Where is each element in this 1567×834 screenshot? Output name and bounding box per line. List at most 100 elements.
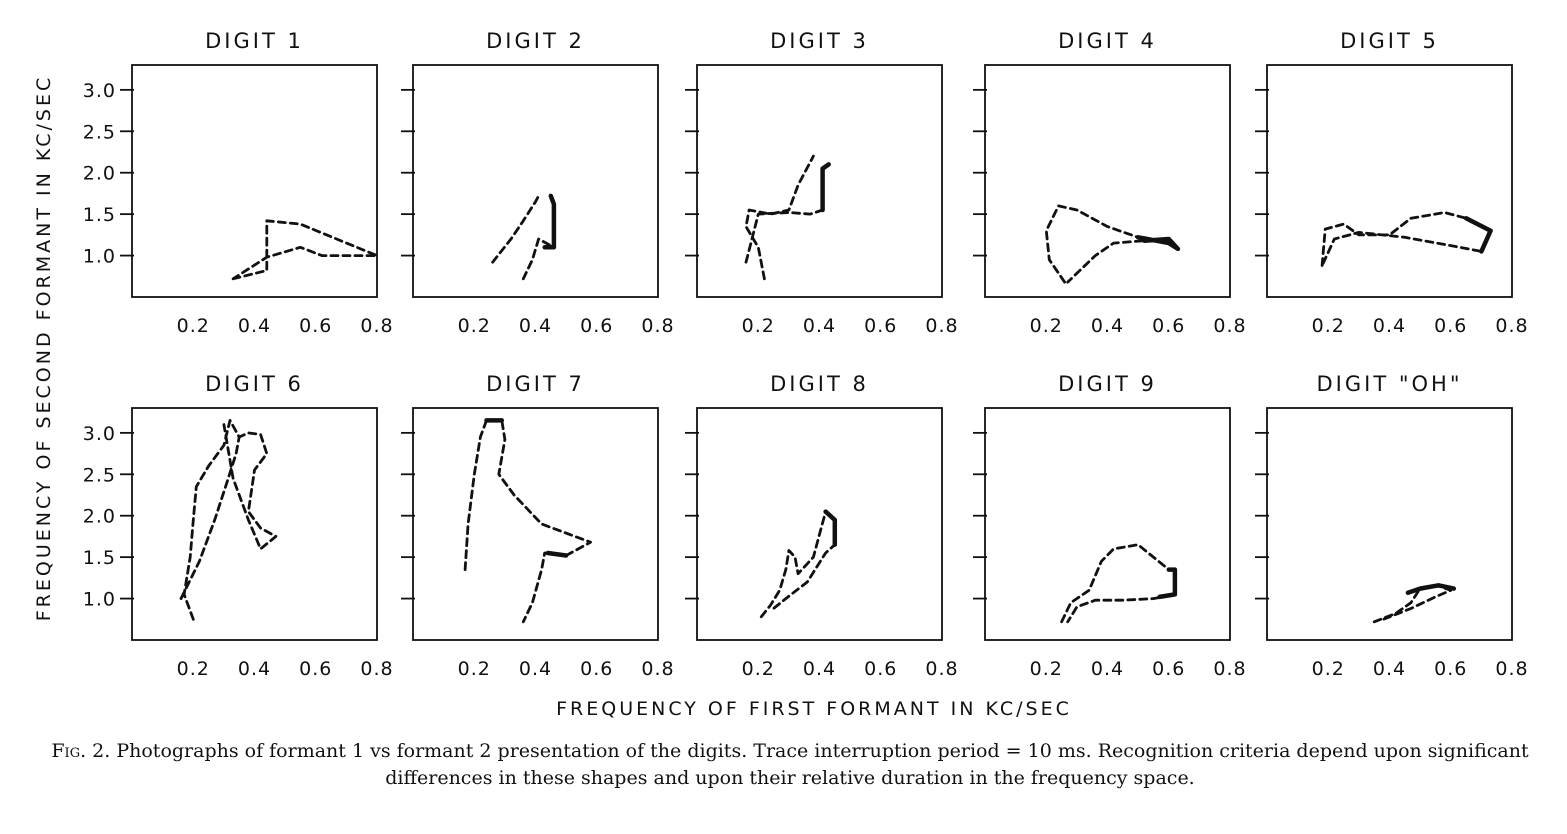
x-tick-label: 0.8 [641,658,674,680]
panel-frame [984,407,1231,641]
x-tick-label: 0.6 [580,315,613,337]
x-tick-label: 0.2 [177,658,210,680]
x-tick-label: 0.6 [1152,315,1185,337]
x-tick-label: 0.8 [1495,315,1528,337]
formant-trace-dense [1135,235,1181,252]
y-tick-label: 1.5 [83,547,116,569]
formant-trace [744,154,815,281]
panel-frame [131,407,378,641]
digit-panel: DIGIT 5 0.2 0.4 0.6 0.8 [1255,29,1528,337]
formant-trace-dense [1463,216,1493,254]
panel-frame [696,64,943,298]
y-tick-label: 1.5 [83,204,116,226]
x-tick-label: 0.6 [864,658,897,680]
formant-trace-dense [820,162,831,213]
y-tick-label: 2.5 [83,121,116,143]
digit-panel: DIGIT 9 0.2 0.4 0.6 0.8 [973,372,1246,680]
panel-title: DIGIT 4 [1058,29,1157,53]
y-tick-label: 2.5 [83,464,116,486]
panel-frame [131,64,378,298]
digit-panel: DIGIT 6 1.0 1.5 2.0 2.5 3.0 0.2 0.4 0.6 0.8 [83,372,393,680]
formant-trace [182,418,278,621]
formant-trace [231,219,379,281]
x-tick-label: 0.8 [641,315,674,337]
panel-frame [984,64,1231,298]
digit-panel: DIGIT 4 0.2 0.4 0.6 0.8 [973,29,1246,337]
x-tick-label: 0.4 [238,315,271,337]
formant-trace [491,194,540,264]
panel-frame [696,407,943,641]
panel-grid: DIGIT 11.01.52.02.53.00.2 0.4 0.6 0.8DIGIT … [83,29,1528,680]
y-tick-label: 3.0 [83,80,116,102]
y-tick-label: 3.0 [83,423,116,445]
formant-trace [1044,204,1180,284]
panel-frame [412,64,659,298]
x-tick-label: 0.6 [1434,315,1467,337]
x-tick-label: 0.8 [925,315,958,337]
x-tick-label: 0.4 [1373,315,1406,337]
x-tick-label: 0.4 [519,315,552,337]
x-tick-label: 0.2 [1030,658,1063,680]
formant-trace [1320,211,1492,267]
digit-panel: DIGIT 2 0.2 0.4 0.6 0.8 [401,29,674,337]
panel-title: DIGIT 8 [770,372,869,396]
panel-title: DIGIT 7 [486,372,585,396]
panel-title: DIGIT 3 [770,29,869,53]
panel-frame [1266,407,1513,641]
digit-panel: DIGIT "OH" 0.2 0.4 0.6 0.8 [1255,372,1528,680]
x-tick-label: 0.8 [360,658,393,680]
panel-title: DIGIT 5 [1340,29,1439,53]
x-tick-label: 0.8 [925,658,958,680]
digit-panel: DIGIT 3 0.2 0.4 0.6 0.8 [685,29,958,337]
x-tick-label: 0.2 [458,658,491,680]
formant-trace-dense [823,509,838,547]
x-tick-label: 0.6 [864,315,897,337]
panel-frame [412,407,659,641]
panel-title: DIGIT 9 [1058,372,1157,396]
panel-title: DIGIT "OH" [1317,372,1463,396]
x-tick-label: 0.6 [299,315,332,337]
y-tick-label: 1.0 [83,589,116,611]
digit-panel: DIGIT 7 0.2 0.4 0.6 0.8 [401,372,674,680]
formant-trace [463,418,592,624]
x-tick-label: 0.2 [1030,315,1063,337]
x-tick-label: 0.6 [1434,658,1467,680]
panel-title: DIGIT 1 [205,29,304,53]
x-tick-label: 0.8 [1495,658,1528,680]
formant-trace-dense [1157,567,1178,600]
x-tick-label: 0.4 [1091,315,1124,337]
x-tick-label: 0.8 [1213,658,1246,680]
caption-text: Photographs of formant 1 vs formant 2 pr… [116,740,1529,789]
formant-trace [1060,543,1177,624]
formant-trace [179,435,241,600]
digit-panel: DIGIT 8 0.2 0.4 0.6 0.8 [685,372,958,680]
digit-panel: DIGIT 1 1.0 1.5 2.0 2.5 3.0 0.2 0.4 0.6 0.8 [83,29,393,337]
x-tick-label: 0.2 [1312,315,1345,337]
caption-label: Fig. 2. [51,740,111,762]
x-tick-label: 0.8 [360,315,393,337]
y-axis-title: FREQUENCY OF SECOND FORMANT IN KC/SEC [33,75,55,622]
x-tick-label: 0.2 [177,315,210,337]
x-tick-label: 0.6 [580,658,613,680]
figure-caption: Fig. 2. Photographs of formant 1 vs form… [40,738,1540,792]
panel-title: DIGIT 6 [205,372,304,396]
x-axis-title: FREQUENCY OF FIRST FORMANT IN KC/SEC [556,698,1072,720]
x-tick-label: 0.6 [1152,658,1185,680]
x-tick-label: 0.6 [299,658,332,680]
formant-trace [521,194,556,281]
x-tick-label: 0.4 [238,658,271,680]
y-tick-label: 2.0 [83,163,116,185]
formant-trace-dense [1405,583,1457,596]
x-tick-label: 0.2 [742,315,775,337]
x-tick-label: 0.4 [803,658,836,680]
panel-frame [1266,64,1513,298]
formant-trace-dense [545,550,569,558]
x-tick-label: 0.8 [1213,315,1246,337]
x-tick-label: 0.4 [519,658,552,680]
x-tick-label: 0.2 [458,315,491,337]
y-tick-label: 1.0 [83,246,116,268]
formant-trace-dense [542,193,557,250]
x-tick-label: 0.4 [1091,658,1124,680]
x-tick-label: 0.4 [803,315,836,337]
